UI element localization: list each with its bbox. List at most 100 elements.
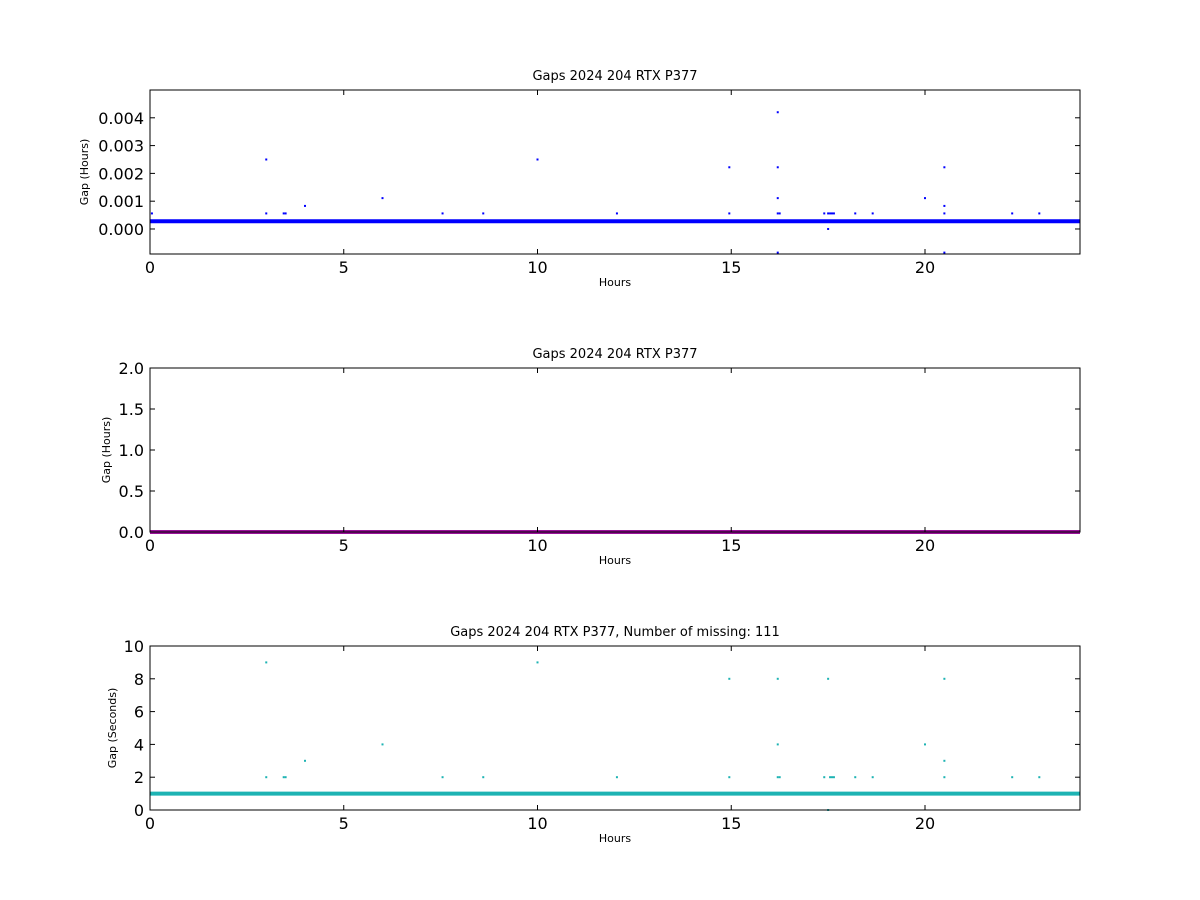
x-tick-label: 20	[915, 536, 935, 555]
data-point	[831, 212, 833, 215]
data-point	[482, 212, 485, 215]
data-point	[823, 212, 826, 215]
data-point	[776, 743, 779, 746]
data-point	[728, 677, 731, 680]
data-point	[728, 166, 731, 169]
panel-1-xlabel: Hours	[599, 276, 631, 289]
data-point	[924, 197, 926, 200]
panel-3-ylabel: Gap (Seconds)	[106, 688, 119, 769]
data-point	[304, 204, 306, 207]
y-tick-label: 0.003	[98, 137, 144, 156]
data-point	[536, 158, 539, 161]
x-tick-label: 20	[915, 814, 935, 833]
y-tick-label: 0.000	[98, 220, 144, 239]
data-point	[441, 776, 444, 779]
panel-3: 0 5 10 15 20 0 2 4 6 8 10 Gaps 2024 204 RTX P377, …	[106, 625, 1081, 845]
y-tick-label: 1.0	[119, 441, 144, 460]
panel-3-marks	[150, 661, 1080, 811]
data-point	[778, 776, 781, 779]
y-tick-label: 4	[134, 735, 144, 754]
data-point	[778, 212, 781, 215]
panel-1-marks	[150, 111, 1080, 254]
panel-1-ylabel: Gap (Hours)	[78, 139, 91, 206]
y-tick-label: 10	[124, 637, 144, 656]
data-point	[1011, 212, 1014, 215]
x-tick-label: 20	[915, 258, 935, 277]
y-tick-label: 2	[134, 768, 144, 787]
data-point	[265, 776, 268, 779]
y-tick-label: 6	[134, 703, 144, 722]
data-point	[854, 776, 857, 779]
panel-3-axes-frame	[149, 645, 1081, 811]
data-point	[265, 158, 268, 161]
data-point	[615, 776, 618, 779]
panel-2-xlabel: Hours	[599, 554, 631, 567]
data-point	[265, 212, 268, 215]
data-point	[871, 212, 874, 215]
data-point	[282, 776, 285, 779]
data-point	[827, 677, 830, 680]
data-point	[776, 212, 779, 215]
data-point	[829, 212, 832, 215]
data-point	[854, 212, 857, 215]
data-point	[924, 743, 926, 746]
y-tick-label: 0	[134, 801, 144, 820]
data-point	[776, 197, 779, 200]
y-tick-label: 0.001	[98, 192, 144, 211]
y-tick-label: 0.5	[119, 482, 144, 501]
data-point	[943, 759, 946, 762]
y-tick-label: 2.0	[119, 359, 144, 378]
x-tick-label: 0	[145, 258, 155, 277]
panel-2-ticks: 0 5 10 15 20 0.0 0.5 1.0 1.5 2.0	[119, 359, 1080, 555]
data-point	[832, 212, 835, 215]
x-tick-label: 15	[721, 258, 741, 277]
data-point	[827, 212, 830, 215]
data-point	[1011, 776, 1014, 779]
data-point	[381, 197, 384, 200]
data-point	[304, 759, 306, 762]
data-point	[728, 776, 731, 779]
panel-2-ylabel: Gap (Hours)	[100, 417, 113, 484]
data-point	[943, 212, 946, 215]
data-point	[776, 251, 779, 254]
x-tick-label: 10	[527, 814, 547, 833]
data-point	[943, 166, 946, 169]
y-tick-label: 0.004	[98, 109, 144, 128]
data-point	[615, 212, 618, 215]
data-point	[776, 166, 779, 169]
panel-2: 0 5 10 15 20 0.0 0.5 1.0 1.5 2.0 Gaps 2024 204 RT…	[100, 347, 1081, 567]
panel-1-axes-frame	[149, 89, 1081, 255]
data-point	[284, 776, 287, 779]
data-point	[776, 111, 779, 114]
x-tick-label: 5	[339, 814, 349, 833]
data-point	[381, 743, 384, 746]
x-tick-label: 5	[339, 536, 349, 555]
x-tick-label: 0	[145, 536, 155, 555]
panel-3-xlabel: Hours	[599, 832, 631, 845]
x-tick-label: 5	[339, 258, 349, 277]
data-point	[728, 212, 731, 215]
data-point	[150, 212, 153, 215]
panel-1: 0 5 10 15 20 0.000 0.001 0.002 0.003 0.004 Gaps 2…	[78, 69, 1081, 289]
x-tick-label: 10	[527, 536, 547, 555]
data-point	[831, 776, 833, 779]
data-point	[265, 661, 268, 664]
data-point	[943, 677, 946, 680]
data-point	[482, 776, 485, 779]
panel-3-ticks: 0 5 10 15 20 0 2 4 6 8 10	[124, 637, 1080, 833]
panel-1-ticks: 0 5 10 15 20 0.000 0.001 0.002 0.003 0.004	[98, 90, 1080, 277]
y-tick-label: 8	[134, 670, 144, 689]
data-point	[776, 677, 779, 680]
data-point	[943, 251, 946, 254]
x-tick-label: 15	[721, 814, 741, 833]
data-point	[943, 776, 946, 779]
data-point	[776, 776, 779, 779]
panel-1-title: Gaps 2024 204 RTX P377	[532, 69, 697, 84]
panel-3-title: Gaps 2024 204 RTX P377, Number of missin…	[450, 625, 780, 640]
data-point	[441, 212, 444, 215]
y-tick-label: 0.0	[119, 523, 144, 542]
y-tick-label: 1.5	[119, 400, 144, 419]
x-tick-label: 0	[145, 814, 155, 833]
